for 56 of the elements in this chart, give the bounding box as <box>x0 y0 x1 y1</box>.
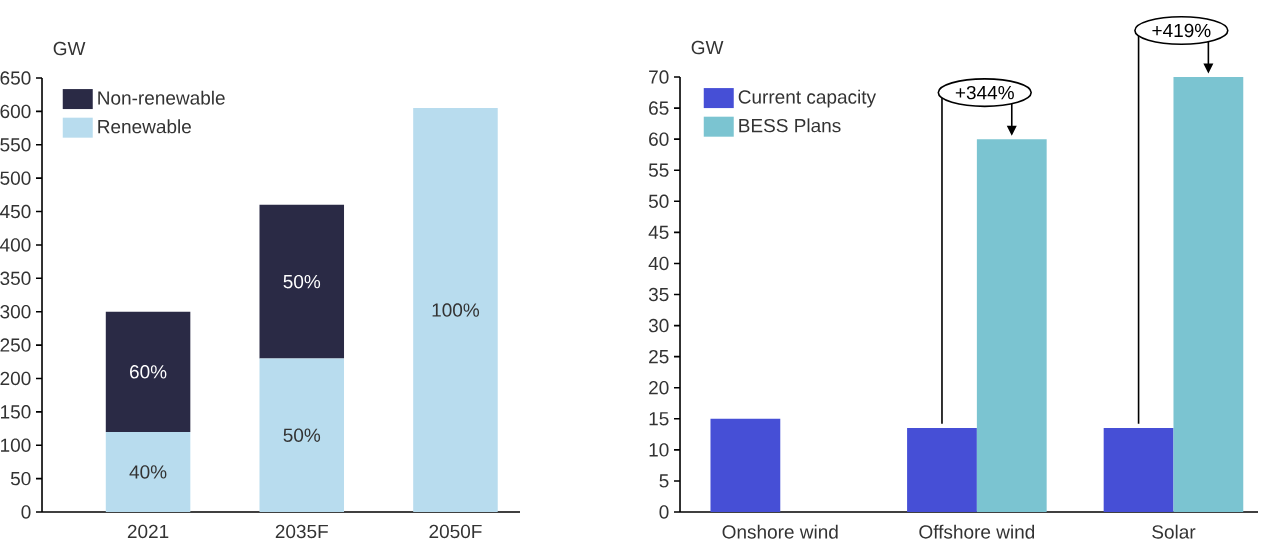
y-tick-label: 550 <box>0 138 31 152</box>
annotation: 100% <box>432 303 480 317</box>
y-axis-title: GW <box>53 41 86 56</box>
bar <box>413 108 498 512</box>
y-tick-label: 45 <box>648 225 669 239</box>
y-tick-label: 600 <box>0 104 31 119</box>
x-tick-label: 2021 <box>127 524 169 539</box>
y-tick-label: 650 <box>0 71 31 85</box>
bar <box>710 418 781 512</box>
y-tick-label: 200 <box>0 371 31 386</box>
y-tick-label: 300 <box>0 304 31 319</box>
y-tick-label: 100 <box>1 438 31 452</box>
bar <box>1103 428 1174 512</box>
y-tick-label: 250 <box>0 338 31 352</box>
y-tick-label: 0 <box>21 505 31 519</box>
annotation: 50% <box>283 274 321 289</box>
annotation: 40% <box>129 465 167 479</box>
y-tick-label: 35 <box>648 287 669 302</box>
bar <box>259 204 345 359</box>
annotation: 50% <box>283 428 321 442</box>
y-tick-label: 40 <box>648 256 669 271</box>
x-tick-label: 2050F <box>429 524 482 539</box>
bar <box>105 311 191 432</box>
y-tick-label: 5 <box>659 474 669 488</box>
y-axis-title: GW <box>691 40 724 55</box>
annotation: 60% <box>130 365 167 379</box>
y-tick-label: 50 <box>648 194 669 209</box>
y-tick-label: 450 <box>0 204 31 219</box>
y-tick-label: 60 <box>649 132 669 146</box>
y-tick-label: 20 <box>649 380 669 395</box>
y-tick-label: 500 <box>0 171 31 185</box>
bar <box>907 428 977 512</box>
bar <box>259 358 345 512</box>
y-tick-label: 350 <box>0 271 31 286</box>
y-tick-label: 15 <box>649 412 669 426</box>
annotation: +344% <box>955 85 1014 100</box>
x-tick-label: Onshore wind <box>722 524 838 539</box>
x-tick-label: Solar <box>1152 524 1196 539</box>
y-tick-label: 25 <box>649 349 669 364</box>
y-tick-label: 65 <box>649 101 669 115</box>
y-tick-label: 50 <box>10 471 31 486</box>
legend-label: Non-renewable <box>98 90 225 105</box>
y-tick-label: 10 <box>649 443 669 457</box>
y-tick-label: 400 <box>0 238 31 252</box>
annotation: +419% <box>1152 23 1211 38</box>
y-tick-label: 55 <box>648 163 669 177</box>
y-tick-label: 30 <box>648 318 669 333</box>
legend-label: Renewable <box>98 119 191 134</box>
y-tick-label: 0 <box>659 505 669 519</box>
y-tick-label: 70 <box>649 70 669 84</box>
x-tick-label: Offshore wind <box>919 524 1035 539</box>
bar <box>105 431 191 512</box>
y-tick-label: 150 <box>1 405 31 419</box>
legend-label: Current capacity <box>738 89 877 108</box>
x-tick-label: 2035F <box>275 524 328 539</box>
legend-label: BESS Plans <box>739 118 841 133</box>
